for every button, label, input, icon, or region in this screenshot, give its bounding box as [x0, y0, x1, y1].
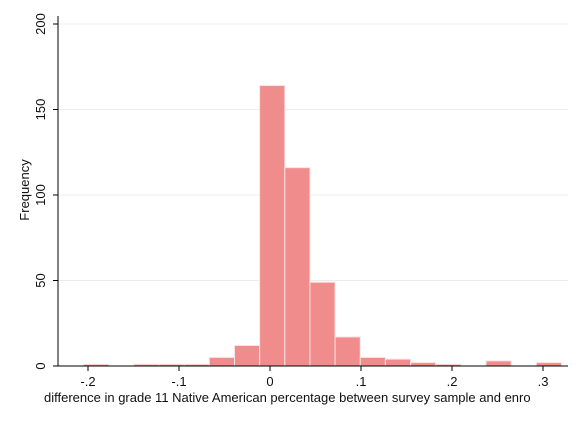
y-tick-label: 50 [33, 273, 48, 287]
histogram-bar [259, 85, 286, 367]
x-axis-ticks: -.2 -.1 0 .1 .2 .3 [80, 366, 548, 389]
histogram-bar [208, 356, 236, 367]
histogram-bar [334, 336, 361, 367]
x-tick-label: -.1 [171, 374, 186, 389]
x-tick-label: .1 [356, 374, 367, 389]
histogram-bar [234, 344, 261, 367]
y-axis-ticks: 0 50 100 150 200 [33, 13, 58, 370]
histogram-bar [284, 167, 311, 367]
x-tick-label: .2 [447, 374, 458, 389]
histogram-bar [535, 362, 562, 367]
histogram-bars [83, 85, 562, 367]
histogram-bar [384, 358, 412, 367]
histogram-bar [309, 281, 336, 367]
x-tick-label: .3 [538, 374, 549, 389]
y-axis-title: Frequency [17, 159, 32, 221]
gridlines [58, 23, 568, 281]
x-tick-label: -.2 [80, 374, 95, 389]
histogram-bar [359, 356, 386, 367]
y-tick-label: 150 [33, 99, 48, 121]
histogram-bar [485, 360, 512, 367]
x-tick-label: 0 [266, 374, 273, 389]
x-axis-title: difference in grade 11 Native American p… [44, 390, 531, 405]
y-tick-label: 200 [33, 13, 48, 35]
histogram-bar [410, 362, 437, 367]
y-tick-label: 0 [33, 362, 48, 369]
y-tick-label: 100 [33, 184, 48, 206]
